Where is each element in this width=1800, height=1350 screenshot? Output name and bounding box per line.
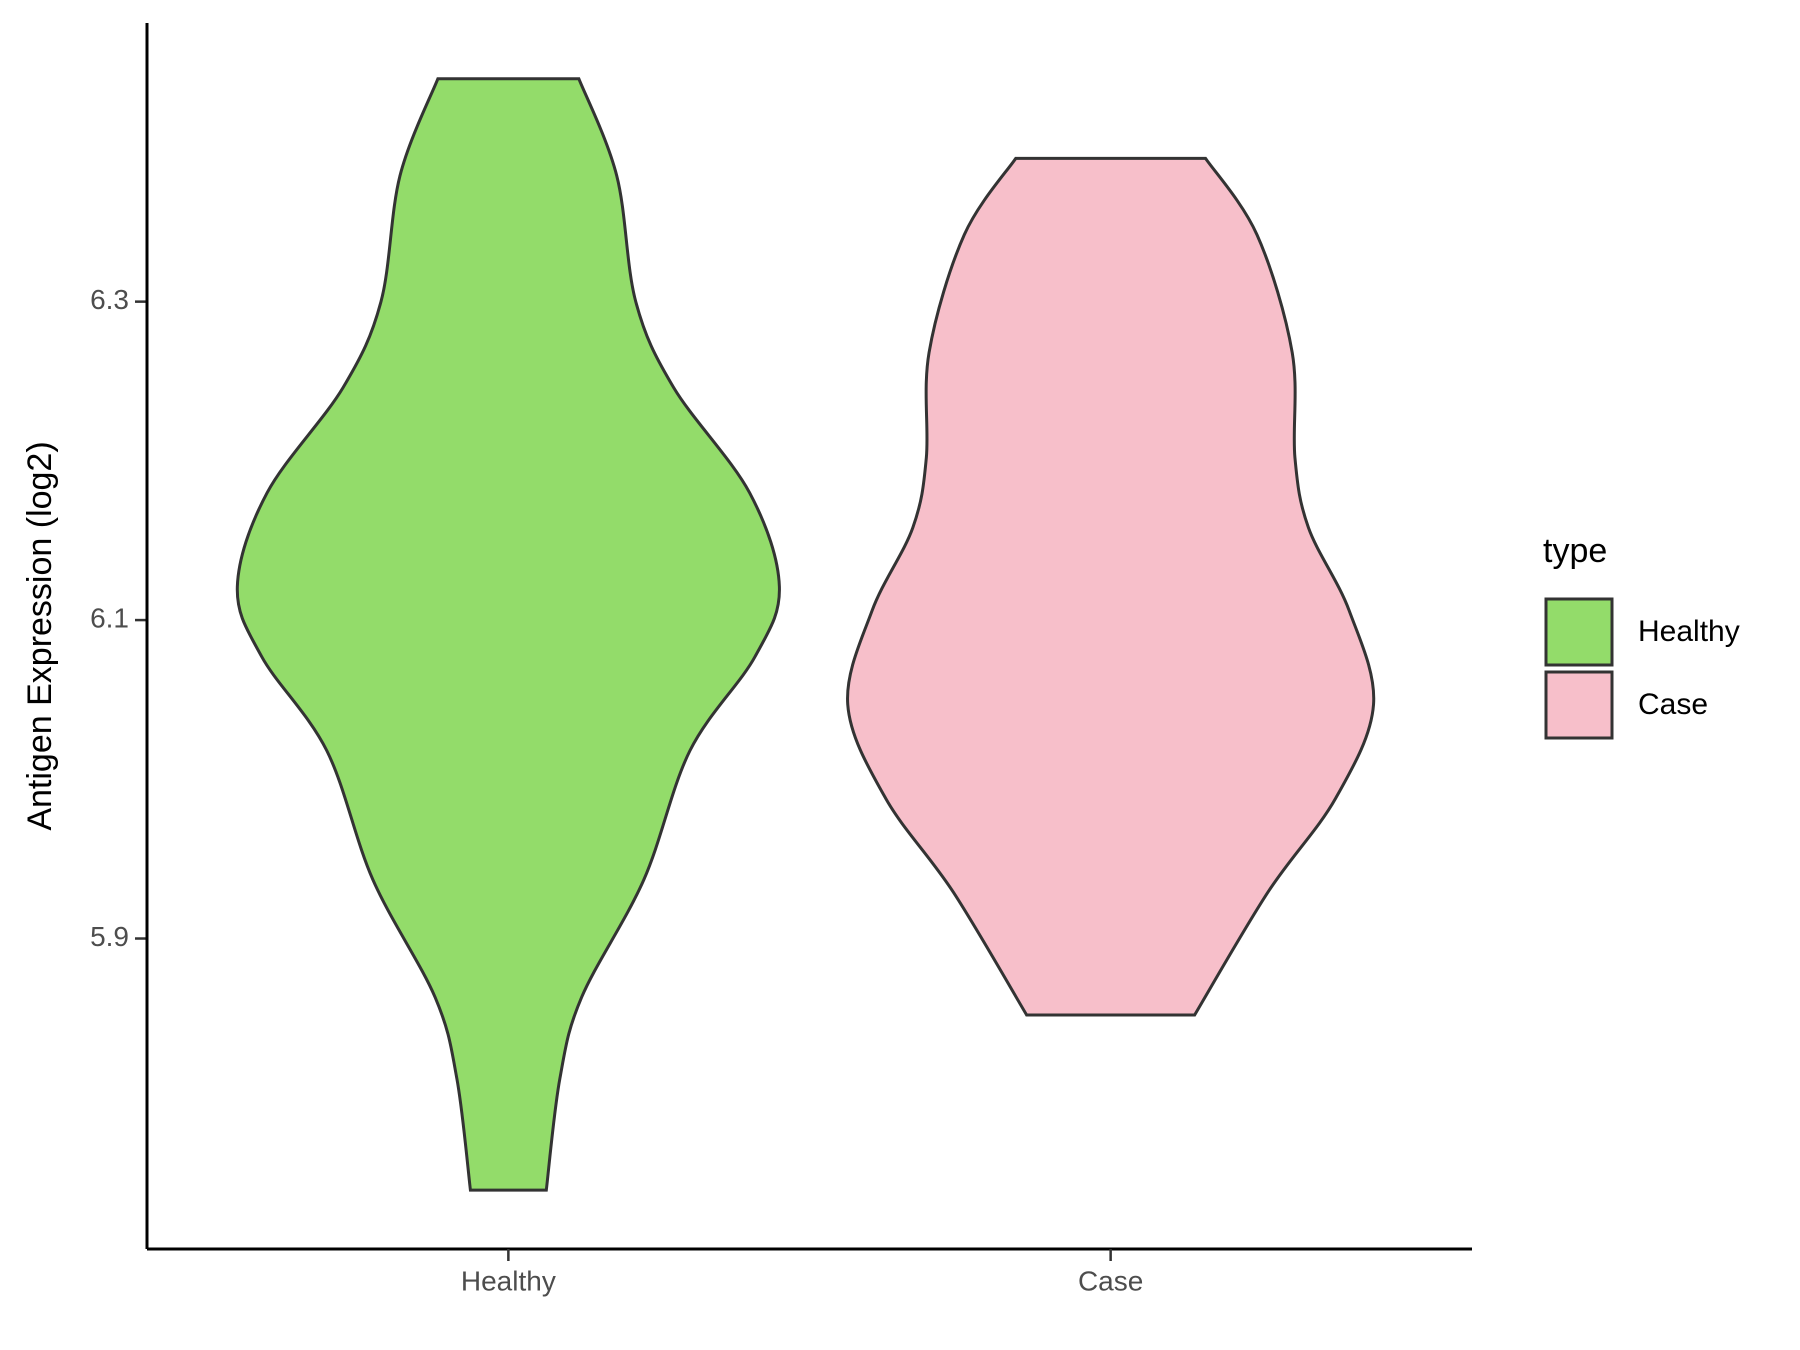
y-tick-label: 5.9 (90, 921, 129, 952)
violin (235, 77, 781, 1192)
y-tick-label: 6.1 (90, 602, 129, 633)
legend-title: type (1543, 532, 1607, 570)
y-axis-title: Antigen Expression (log2) (21, 441, 59, 830)
y-tick-label: 6.3 (90, 284, 129, 315)
legend-key (1544, 670, 1614, 740)
legend-key (1544, 597, 1614, 667)
legend-label: Case (1638, 688, 1708, 721)
x-tick-label: Case (1078, 1265, 1143, 1296)
legend-label: Healthy (1638, 615, 1740, 648)
x-tick-label: Healthy (461, 1265, 556, 1296)
violin (846, 156, 1376, 1017)
